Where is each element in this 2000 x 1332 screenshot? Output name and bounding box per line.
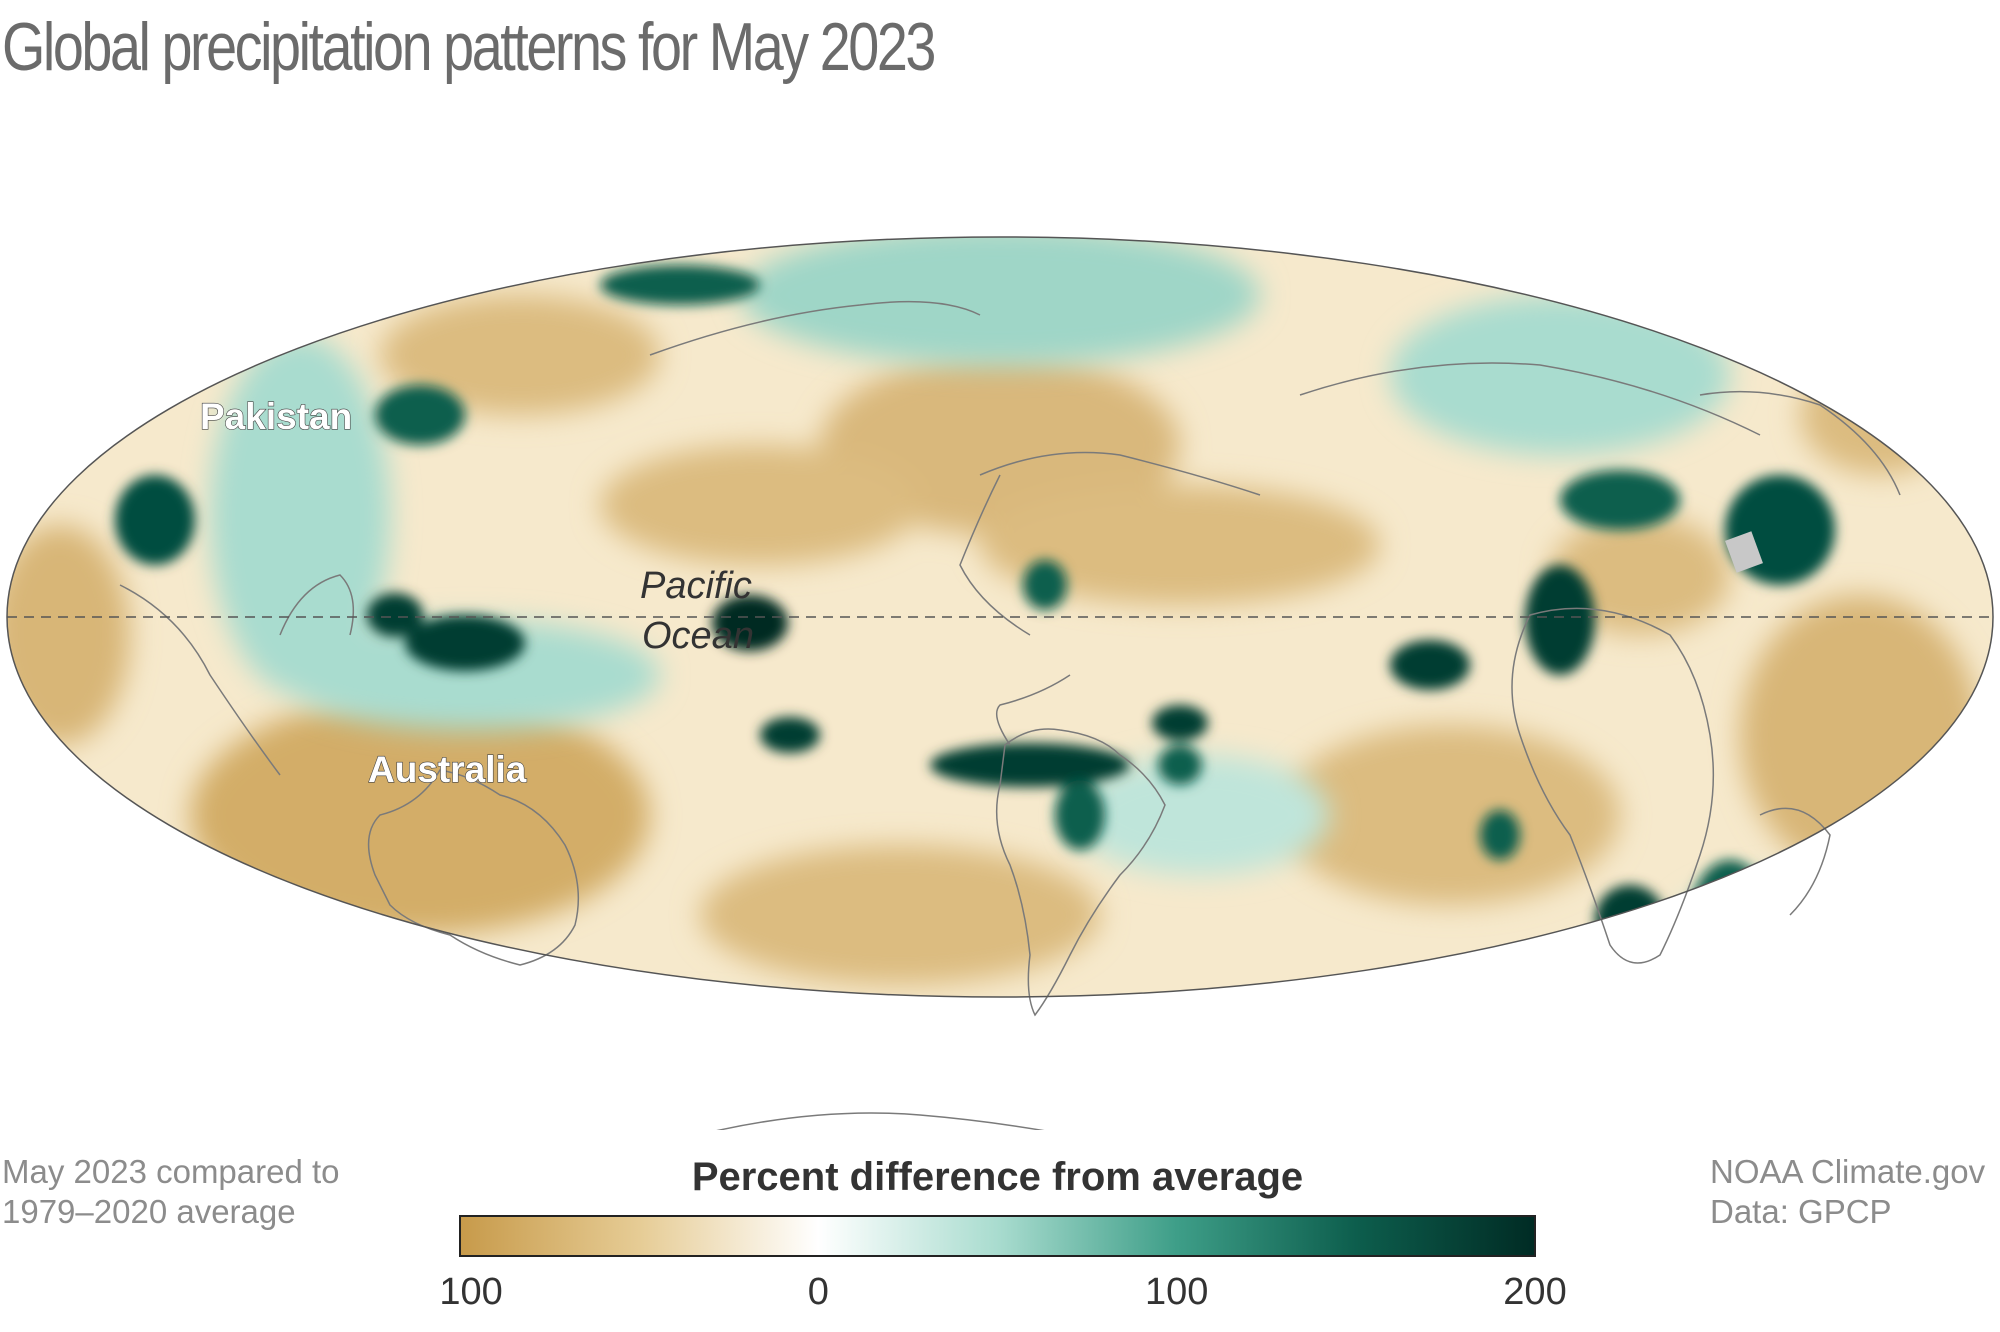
legend-tick-label: 200 [1503, 1271, 1566, 1313]
coastlines [119, 300, 1901, 1130]
label-pacific: Pacific [640, 565, 752, 607]
color-legend: −100 0 100 200 [440, 1215, 1567, 1313]
no-data-patch [1725, 531, 1763, 573]
anomaly-field [7, 237, 1993, 997]
legend-title: Percent difference from average [691, 1155, 1304, 1199]
comparison-note-line2: 1979–2020 average [2, 1193, 296, 1230]
credit-note: NOAA Climate.gov Data: GPCP [1710, 1152, 1985, 1232]
dry-regions [7, 295, 1980, 985]
legend-colorbar [459, 1215, 1536, 1257]
comparison-note: May 2023 compared to 1979–2020 average [2, 1152, 340, 1232]
legend-tick-label: 100 [1145, 1271, 1208, 1313]
comparison-note-line1: May 2023 compared to [2, 1153, 340, 1190]
label-pakistan: Pakistan [200, 396, 352, 437]
pakistan-pointer [182, 380, 199, 392]
legend-ticks: −100 0 100 200 [440, 1271, 1567, 1313]
legend-tick-label: −100 [440, 1271, 503, 1313]
label-australia: Australia [368, 749, 527, 790]
label-ocean: Ocean [642, 615, 754, 657]
credit-line2: Data: GPCP [1710, 1193, 1892, 1230]
page-title: Global precipitation patterns for May 20… [2, 9, 936, 85]
very-wet-regions [115, 265, 1835, 980]
credit-line1: NOAA Climate.gov [1710, 1153, 1986, 1190]
legend-tick-label: 0 [808, 1271, 829, 1313]
world-precipitation-map: Pakistan Pacific Ocean Australia [6, 236, 1994, 1130]
